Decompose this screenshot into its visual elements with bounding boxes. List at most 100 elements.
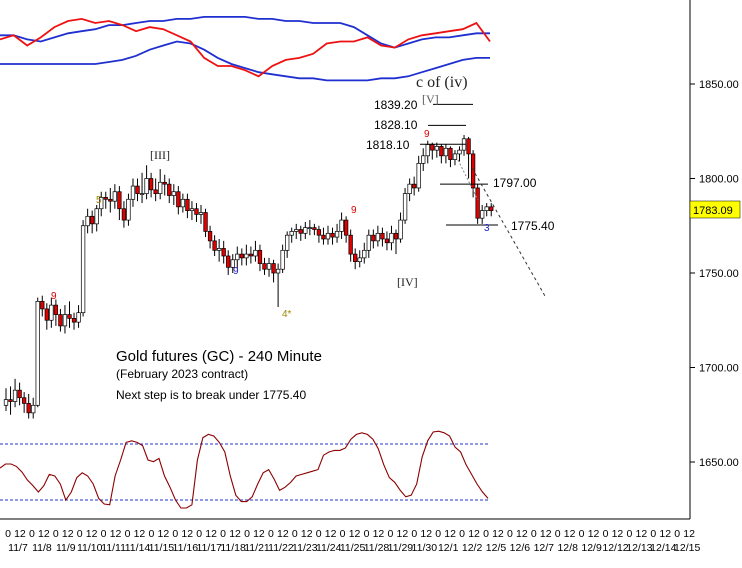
candle-body: [307, 227, 312, 229]
time-hour-label: 0: [579, 528, 585, 540]
time-hour-label: 12: [540, 528, 552, 540]
time-hour-label: 0: [507, 528, 513, 540]
candle-body: [230, 259, 235, 268]
time-hour-label: 0: [364, 528, 370, 540]
candle-body: [130, 185, 136, 200]
chart-title: Gold futures (GC) - 240 Minute: [116, 348, 322, 365]
time-hour-label: 0: [101, 528, 107, 540]
candle-body: [248, 253, 254, 257]
wave-label-v: [V]: [422, 92, 439, 106]
candle-body: [316, 229, 322, 236]
candle-body: [58, 314, 63, 327]
time-date-label: 12/15: [674, 542, 700, 554]
price-tick-label: 1700.00: [699, 363, 739, 375]
candle-body: [466, 138, 471, 155]
candle-body: [357, 257, 362, 263]
candle-body: [489, 206, 494, 211]
time-hour-label: 0: [148, 528, 154, 540]
candle-body: [312, 227, 317, 230]
time-date-labels: 11/7 11/8 11/9 11/1011/1111/1411/1511/1611/…: [8, 542, 700, 554]
candle-body: [94, 208, 99, 225]
time-hour-label: 12: [158, 528, 170, 540]
wave-label-5: 5: [96, 195, 102, 206]
time-hour-label: 0: [650, 528, 656, 540]
time-hour-label: 0: [292, 528, 298, 540]
time-hour-label: 12: [397, 528, 409, 540]
level-label-1797: 1797.00: [493, 176, 537, 190]
time-date-label: 12/14: [650, 542, 676, 554]
time-hour-label: 12: [444, 528, 456, 540]
candle-body: [144, 178, 149, 194]
candle-body: [171, 191, 176, 196]
candle-body: [343, 219, 349, 236]
time-date-label: 11/8: [32, 542, 52, 554]
candle-body: [35, 301, 40, 406]
candle-body: [239, 253, 244, 259]
candle-body: [389, 232, 394, 244]
candle-body: [207, 231, 213, 242]
price-tick-label: 1800.00: [699, 174, 739, 186]
time-axis: 0 12 0 12 0 12 0 12 0 12 0 12 0 12 0 12 0 12 0 12 0 12 0 12 0 12 0…: [0, 518, 700, 554]
candle-body: [253, 249, 258, 257]
indicator-blue-lower-line: [0, 40, 490, 82]
price-ticks: 1850.00 1800.00 1750.00 1700.00 1650.00: [690, 79, 739, 469]
time-date-label: 11/14: [125, 542, 151, 554]
time-hour-label: 12: [86, 528, 98, 540]
time-date-label: 12/9: [581, 542, 602, 554]
candle-body: [348, 234, 353, 255]
time-hour-label: 0: [77, 528, 83, 540]
oscillator-line: [0, 430, 489, 509]
wave-label-iv: [IV]: [397, 275, 418, 289]
annotation-lines: [457, 159, 546, 297]
candle-body: [85, 215, 90, 227]
candle-body: [384, 238, 390, 244]
count-9-red-c: 9: [424, 129, 430, 140]
candle-body: [470, 153, 476, 189]
candle-body: [371, 234, 376, 242]
time-hour-label: 12: [420, 528, 432, 540]
candle-body: [180, 198, 186, 208]
time-date-label: 12/8: [557, 542, 578, 554]
candle-body: [135, 185, 140, 194]
candle-body: [126, 198, 131, 221]
time-hour-label: 0: [316, 528, 322, 540]
candle-body: [117, 191, 122, 210]
time-date-label: 11/7: [8, 542, 28, 554]
candle-body: [325, 232, 331, 240]
price-axis: 1850.00 1800.00 1750.00 1700.00 1650.00 1783…: [689, 0, 741, 519]
candle-body: [362, 249, 367, 259]
count-9-red-a: 9: [51, 291, 57, 302]
time-date-label: 11/29: [388, 542, 414, 554]
time-hour-label: 12: [38, 528, 50, 540]
candle-body: [321, 234, 326, 240]
time-hour-label: 12: [492, 528, 504, 540]
candle-body: [353, 253, 358, 263]
time-hour-label: 0: [555, 528, 561, 540]
candle-body: [294, 229, 299, 232]
time-hour-label: 12: [373, 528, 385, 540]
candle-body: [262, 263, 267, 270]
time-hour-label: 12: [612, 528, 624, 540]
time-hour-label: 12: [588, 528, 600, 540]
candle-body: [167, 183, 172, 196]
time-date-label: 11/25: [340, 542, 366, 554]
projection-dashed-line: [471, 167, 546, 297]
time-hour-label: 12: [636, 528, 648, 540]
level-label-1818: 1818.10: [366, 138, 410, 152]
chart-note: Next step is to break under 1775.40: [116, 388, 306, 402]
candle-body: [375, 232, 381, 242]
candle-body: [271, 263, 276, 274]
time-hour-label: 12: [659, 528, 671, 540]
level-label-1775: 1775.40: [511, 219, 555, 233]
count-9-blue: 9: [233, 266, 239, 277]
candle-body: [430, 144, 435, 151]
candle-body: [8, 399, 13, 402]
candle-body: [398, 219, 403, 240]
time-hour-label: 0: [5, 528, 11, 540]
candle-body: [443, 147, 449, 157]
time-hour-label: 12: [253, 528, 265, 540]
time-hour-label: 0: [196, 528, 202, 540]
